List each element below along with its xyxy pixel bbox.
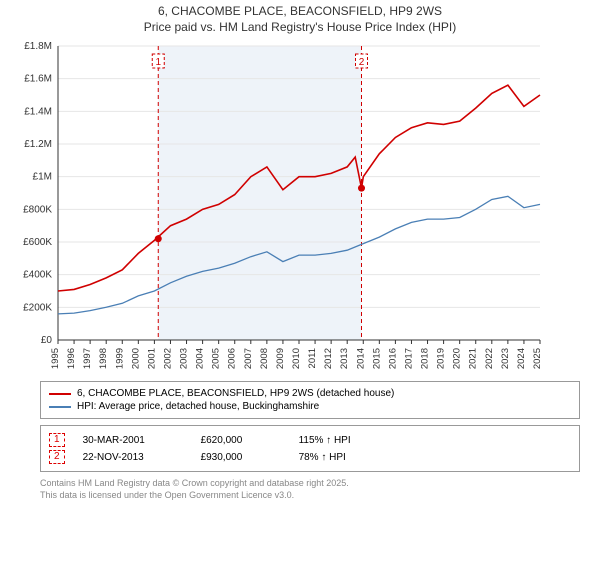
svg-text:2023: 2023 — [500, 348, 511, 369]
svg-text:1997: 1997 — [82, 348, 93, 369]
footer-line: Contains HM Land Registry data © Crown c… — [40, 478, 580, 490]
legend-item: HPI: Average price, detached house, Buck… — [49, 401, 571, 412]
svg-text:2015: 2015 — [371, 348, 382, 369]
svg-text:2005: 2005 — [211, 348, 222, 369]
svg-text:£1.4M: £1.4M — [24, 106, 52, 117]
footer: Contains HM Land Registry data © Crown c… — [40, 478, 580, 501]
svg-text:2022: 2022 — [484, 348, 495, 369]
transactions: 1 30-MAR-2001 £620,000 115% ↑ HPI 2 22-N… — [40, 425, 580, 472]
legend-label: 6, CHACOMBE PLACE, BEACONSFIELD, HP9 2WS… — [77, 388, 394, 399]
svg-text:2011: 2011 — [307, 348, 318, 368]
svg-text:£200K: £200K — [23, 302, 52, 313]
marker-badge: 1 — [49, 433, 65, 447]
marker-badge: 2 — [49, 450, 65, 464]
svg-text:2012: 2012 — [323, 348, 334, 369]
svg-text:2025: 2025 — [532, 348, 543, 369]
svg-text:2008: 2008 — [259, 348, 270, 369]
transaction-pct: 78% ↑ HPI — [299, 452, 389, 463]
transaction-price: £930,000 — [201, 452, 281, 463]
svg-text:£1.2M: £1.2M — [24, 139, 52, 150]
svg-text:£600K: £600K — [23, 237, 52, 248]
svg-text:£800K: £800K — [23, 204, 52, 215]
svg-text:£1.8M: £1.8M — [24, 41, 52, 52]
svg-text:2017: 2017 — [403, 348, 414, 369]
svg-text:2010: 2010 — [291, 348, 302, 369]
transaction-pct: 115% ↑ HPI — [299, 435, 389, 446]
legend: 6, CHACOMBE PLACE, BEACONSFIELD, HP9 2WS… — [40, 381, 580, 419]
footer-line: This data is licensed under the Open Gov… — [40, 490, 580, 502]
svg-text:2021: 2021 — [468, 348, 479, 369]
svg-text:2007: 2007 — [243, 348, 254, 369]
chart-container: 6, CHACOMBE PLACE, BEACONSFIELD, HP9 2WS… — [0, 4, 600, 564]
svg-text:2013: 2013 — [339, 348, 350, 369]
svg-text:2001: 2001 — [146, 348, 157, 369]
svg-text:2018: 2018 — [420, 348, 431, 369]
svg-text:£1.6M: £1.6M — [24, 74, 52, 85]
svg-text:2: 2 — [359, 57, 365, 68]
legend-swatch-icon — [49, 393, 71, 395]
svg-text:2016: 2016 — [387, 348, 398, 369]
svg-text:2019: 2019 — [436, 348, 447, 369]
svg-text:2003: 2003 — [179, 348, 190, 369]
svg-text:1: 1 — [155, 57, 161, 68]
svg-text:1995: 1995 — [50, 348, 61, 369]
legend-label: HPI: Average price, detached house, Buck… — [77, 401, 319, 412]
svg-text:£1M: £1M — [33, 172, 52, 183]
legend-item: 6, CHACOMBE PLACE, BEACONSFIELD, HP9 2WS… — [49, 388, 571, 399]
transaction-date: 22-NOV-2013 — [83, 452, 183, 463]
svg-text:2000: 2000 — [130, 348, 141, 369]
transaction-row: 1 30-MAR-2001 £620,000 115% ↑ HPI — [49, 433, 571, 447]
svg-text:2004: 2004 — [195, 348, 206, 369]
transaction-row: 2 22-NOV-2013 £930,000 78% ↑ HPI — [49, 450, 571, 464]
legend-swatch-icon — [49, 406, 71, 408]
page-subtitle: Price paid vs. HM Land Registry's House … — [0, 20, 600, 34]
svg-text:£400K: £400K — [23, 270, 52, 281]
page-title: 6, CHACOMBE PLACE, BEACONSFIELD, HP9 2WS — [0, 4, 600, 18]
svg-text:2006: 2006 — [227, 348, 238, 369]
svg-text:1998: 1998 — [98, 348, 109, 369]
svg-text:2020: 2020 — [452, 348, 463, 369]
price-chart: £0 £200K £400K £600K £800K £1M £1.2M £1.4M £1.6M… — [10, 40, 550, 370]
svg-text:1999: 1999 — [114, 348, 125, 369]
transaction-price: £620,000 — [201, 435, 281, 446]
svg-text:2014: 2014 — [355, 348, 366, 369]
svg-text:2024: 2024 — [516, 348, 527, 369]
transaction-date: 30-MAR-2001 — [83, 435, 183, 446]
svg-text:1996: 1996 — [66, 348, 77, 369]
chart-area: £0 £200K £400K £600K £800K £1M £1.2M £1.4M £1.6M… — [10, 40, 590, 375]
svg-text:2002: 2002 — [162, 348, 173, 369]
svg-text:£0: £0 — [41, 335, 53, 346]
svg-text:2009: 2009 — [275, 348, 286, 369]
